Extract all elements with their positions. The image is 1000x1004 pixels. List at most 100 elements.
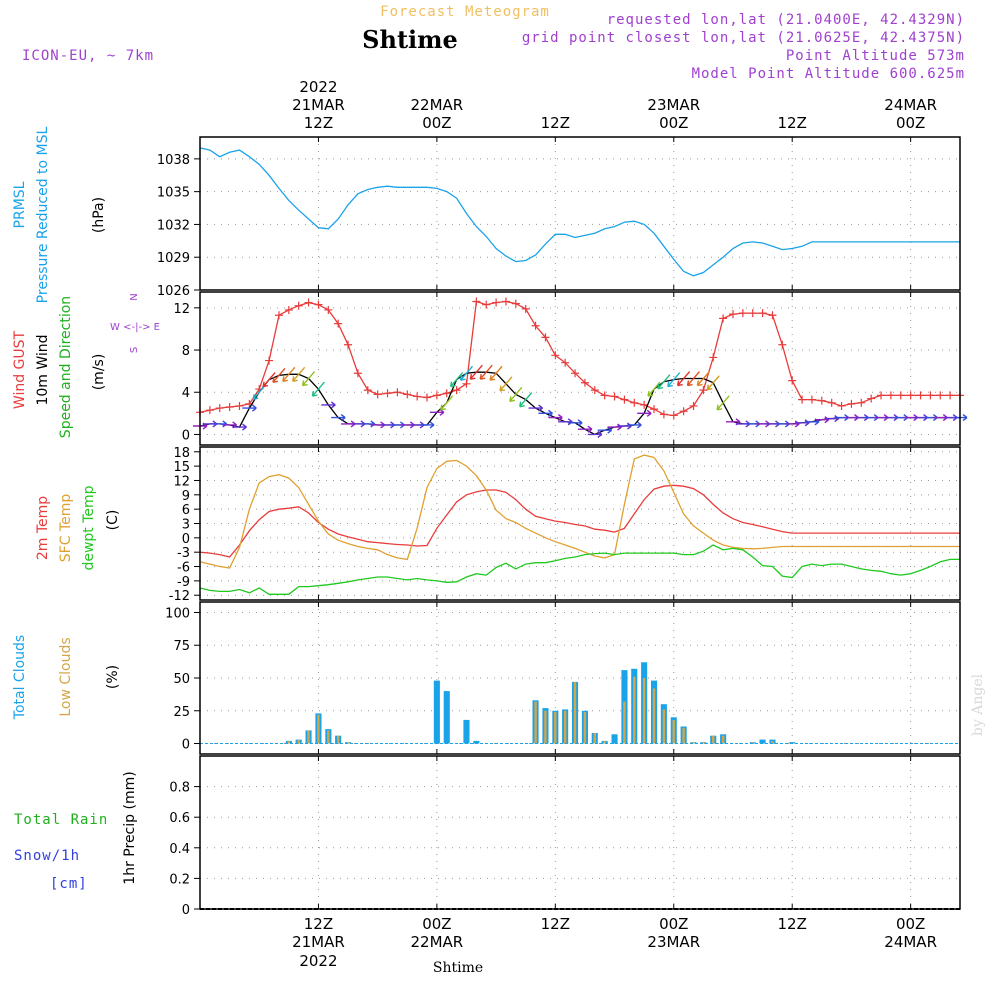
gust-marker bbox=[709, 353, 718, 362]
y-tick-label: 50 bbox=[173, 672, 190, 687]
top-hour-label: 12Z bbox=[778, 114, 807, 132]
low-cloud-bar bbox=[564, 710, 567, 744]
wind-direction-arrow bbox=[479, 364, 493, 380]
low-cloud-bar bbox=[554, 712, 557, 744]
low-cloud-bar bbox=[327, 730, 330, 744]
panel-labels: PRMSL Pressure Reduced to MSL (hPa) Wind… bbox=[12, 126, 160, 892]
total-rain-label: Total Rain bbox=[14, 812, 108, 828]
compass-n: N bbox=[129, 293, 140, 300]
gust-marker bbox=[906, 391, 915, 400]
low-cloud-bar bbox=[317, 714, 320, 744]
wind-direction-arrow bbox=[686, 371, 701, 387]
gust-marker bbox=[946, 391, 955, 400]
total-clouds-label: Total Clouds bbox=[12, 635, 28, 720]
wind-direction-arrow bbox=[657, 374, 671, 390]
cm-label: [cm] bbox=[50, 876, 88, 892]
wind-direction-arrow bbox=[716, 395, 730, 411]
panel-precip: 0 0.2 0.4 0.6 0.8 bbox=[169, 755, 961, 918]
gust-marker bbox=[265, 356, 274, 365]
low-clouds-label: Low Clouds bbox=[58, 637, 74, 716]
precip-axis-label: 1hr Precip (mm) bbox=[122, 771, 138, 884]
total-cloud-bar bbox=[433, 680, 440, 744]
gust-marker bbox=[363, 386, 372, 395]
gust-marker bbox=[501, 297, 510, 306]
low-cloud-bar bbox=[544, 710, 547, 744]
low-cloud-bar bbox=[573, 681, 577, 744]
gust-marker bbox=[294, 301, 303, 310]
low-cloud-bar bbox=[662, 709, 666, 744]
y-tick-label: 12 bbox=[173, 302, 190, 317]
low-cloud-bar bbox=[297, 739, 300, 744]
gust-marker bbox=[827, 398, 836, 407]
gust-marker bbox=[669, 411, 678, 420]
speed-dir-label: Speed and Direction bbox=[58, 296, 74, 438]
y-tick-label: 4 bbox=[182, 386, 190, 401]
low-cloud-bar bbox=[702, 742, 705, 744]
wind-direction-arrow bbox=[459, 365, 474, 381]
gust-marker bbox=[817, 396, 826, 405]
y-tick-label: 12 bbox=[173, 474, 190, 489]
wind-direction-arrow bbox=[499, 376, 513, 392]
gust-marker bbox=[274, 311, 283, 320]
low-cloud-bar bbox=[652, 688, 656, 744]
gust-marker bbox=[452, 386, 461, 395]
wind-direction-arrow bbox=[420, 421, 435, 429]
gust-marker bbox=[877, 391, 886, 400]
y-tick-label: 1032 bbox=[157, 218, 190, 233]
y-tick-label: 6 bbox=[182, 503, 190, 518]
total-cloud-bar bbox=[473, 740, 480, 744]
gust-marker bbox=[492, 298, 501, 307]
total-cloud-bar bbox=[611, 734, 618, 744]
bottom-hour-label: 12Z bbox=[304, 915, 333, 933]
y-tick-label: 8 bbox=[182, 344, 190, 359]
top-hour-label: 00Z bbox=[896, 114, 925, 132]
gust-marker bbox=[837, 401, 846, 410]
wind-direction-arrow bbox=[519, 392, 533, 408]
y-tick-label: 0.4 bbox=[169, 842, 190, 857]
gust-marker bbox=[679, 407, 688, 416]
bottom-hour-label: 00Z bbox=[659, 915, 688, 933]
t2m-label: 2m Temp bbox=[35, 496, 51, 560]
gust-marker bbox=[383, 389, 392, 398]
low-cloud-bar bbox=[346, 742, 350, 744]
gust-marker bbox=[719, 314, 728, 323]
gust-marker bbox=[867, 394, 876, 403]
wind-direction-arrow bbox=[301, 371, 316, 387]
gust-marker bbox=[353, 369, 362, 378]
gust-marker bbox=[728, 310, 737, 319]
compass-we: W <-|-> E bbox=[110, 322, 160, 333]
panel-frame bbox=[199, 601, 961, 755]
gust-marker bbox=[511, 299, 520, 308]
gust-marker bbox=[580, 378, 589, 387]
low-cloud-bar bbox=[593, 733, 596, 744]
wind-direction-arrow bbox=[311, 381, 325, 397]
wind-direction-arrow bbox=[321, 401, 336, 409]
y-tick-label: 100 bbox=[165, 606, 190, 621]
y-tick-label: 25 bbox=[173, 705, 190, 720]
gust-marker bbox=[413, 392, 422, 401]
total-cloud-bar bbox=[443, 691, 450, 744]
low-cloud-bar bbox=[751, 742, 754, 744]
requested-coords: requested lon,lat (21.0400E, 42.4329N) bbox=[607, 12, 965, 28]
wind-direction-arrow bbox=[548, 414, 563, 422]
gust-marker bbox=[926, 391, 935, 400]
gust-label: Wind GUST bbox=[12, 330, 28, 409]
gust-marker bbox=[472, 297, 481, 306]
gust-marker bbox=[886, 391, 895, 400]
low-cloud-bar bbox=[712, 735, 715, 744]
bottom-hour-label: 00Z bbox=[422, 915, 451, 933]
gust-marker bbox=[205, 406, 214, 415]
gust-marker bbox=[314, 300, 323, 309]
wind-direction-arrow bbox=[627, 421, 642, 429]
point-altitude: Point Altitude 573m bbox=[786, 48, 965, 64]
low-cloud-bar bbox=[583, 712, 587, 744]
pressure-label: Pressure Reduced to MSL bbox=[35, 126, 51, 303]
location-title: Shtime bbox=[362, 25, 458, 54]
low-cloud-bar bbox=[771, 740, 774, 744]
dewpt-label: dewpt Temp bbox=[81, 485, 97, 570]
gust-marker bbox=[373, 390, 382, 399]
wind-direction-arrow bbox=[538, 409, 553, 417]
y-tick-label: 0 bbox=[182, 903, 190, 918]
celsius-label: (C) bbox=[105, 510, 121, 531]
